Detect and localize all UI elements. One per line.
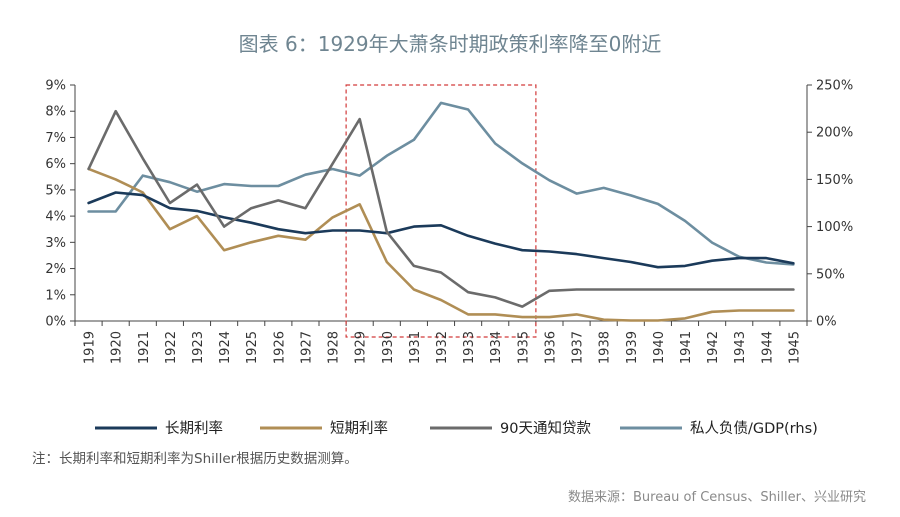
x-tick-label: 1932 — [435, 331, 450, 364]
x-tick-label: 1929 — [354, 331, 369, 364]
legend-label-2: 90天通知贷款 — [500, 420, 591, 437]
x-tick-label: 1944 — [760, 331, 775, 364]
y-left-tick-label: 0% — [45, 315, 66, 330]
y-left-tick-label: 1% — [45, 288, 66, 303]
x-tick-label: 1936 — [543, 331, 558, 364]
x-tick-label: 1925 — [245, 331, 260, 364]
chart-title: 图表 6：1929年大萧条时期政策利率降至0附近 — [238, 32, 662, 56]
legend: 长期利率 短期利率 90天通知贷款 私人负债/GDP(rhs) — [95, 420, 818, 437]
x-tick-label: 1933 — [462, 331, 477, 364]
y-left-tick-label: 5% — [45, 183, 66, 198]
y-left-tick-label: 3% — [45, 236, 66, 251]
x-tick-labels: 1919 1920 1921 1922 1923 1924 1925 1926 1927 1928… — [83, 331, 803, 364]
series-line-3 — [87, 101, 795, 266]
chart-axes: 0% 1% 2% 3% 4% 5% 6% 7% 8% 9% 0% 50% 100% 150% 200% 250… — [45, 79, 853, 330]
x-tick-label: 1937 — [571, 331, 586, 364]
y-right-tick-label: 200% — [816, 126, 853, 141]
x-tick-label: 1942 — [706, 331, 721, 364]
series-lines — [87, 101, 795, 322]
y-left-tick-label: 6% — [45, 157, 66, 172]
series-line-0 — [87, 191, 795, 269]
x-tick-label: 1922 — [164, 331, 179, 364]
y-right-tick-label: 50% — [816, 267, 845, 282]
x-tick-label: 1920 — [110, 331, 125, 364]
x-tick-label: 1923 — [191, 331, 206, 364]
y-left-tick-label: 7% — [45, 131, 66, 146]
x-tick-label: 1930 — [381, 331, 396, 364]
x-tick-label: 1934 — [489, 331, 504, 364]
x-tick-label: 1924 — [218, 331, 233, 364]
legend-label-0: 长期利率 — [165, 420, 223, 437]
y-right-tick-label: 0% — [816, 315, 837, 330]
x-tick-label: 1921 — [137, 331, 152, 364]
chart-note: 注：长期利率和短期利率为Shiller根据历史数据测算。 — [32, 451, 358, 467]
legend-label-1: 短期利率 — [330, 420, 388, 437]
x-tick-label: 1919 — [83, 331, 98, 364]
x-tick-label: 1931 — [408, 331, 423, 364]
x-tick-label: 1926 — [272, 331, 287, 364]
x-tick-label: 1943 — [733, 331, 748, 364]
series-line-1 — [87, 167, 795, 322]
series-line-2 — [87, 109, 795, 308]
y-left-tick-label: 9% — [45, 79, 66, 94]
y-right-tick-label: 100% — [816, 220, 853, 235]
x-tick-label: 1945 — [787, 331, 802, 364]
x-tick-label: 1927 — [299, 331, 314, 364]
x-tick-label: 1939 — [625, 331, 640, 364]
x-tick-label: 1938 — [598, 331, 613, 364]
legend-label-3: 私人负债/GDP(rhs) — [690, 420, 818, 437]
x-tick-label: 1928 — [327, 331, 342, 364]
y-left-tick-label: 4% — [45, 210, 66, 225]
x-tick-label: 1935 — [516, 331, 531, 364]
x-tick-label: 1941 — [679, 331, 694, 364]
y-left-tick-label: 8% — [45, 105, 66, 120]
y-right-tick-label: 150% — [816, 173, 853, 188]
chart-source: 数据来源：Bureau of Census、Shiller、兴业研究 — [568, 490, 866, 505]
y-left-tick-label: 2% — [45, 262, 66, 277]
x-tick-label: 1940 — [652, 331, 667, 364]
y-right-tick-label: 250% — [816, 79, 853, 94]
